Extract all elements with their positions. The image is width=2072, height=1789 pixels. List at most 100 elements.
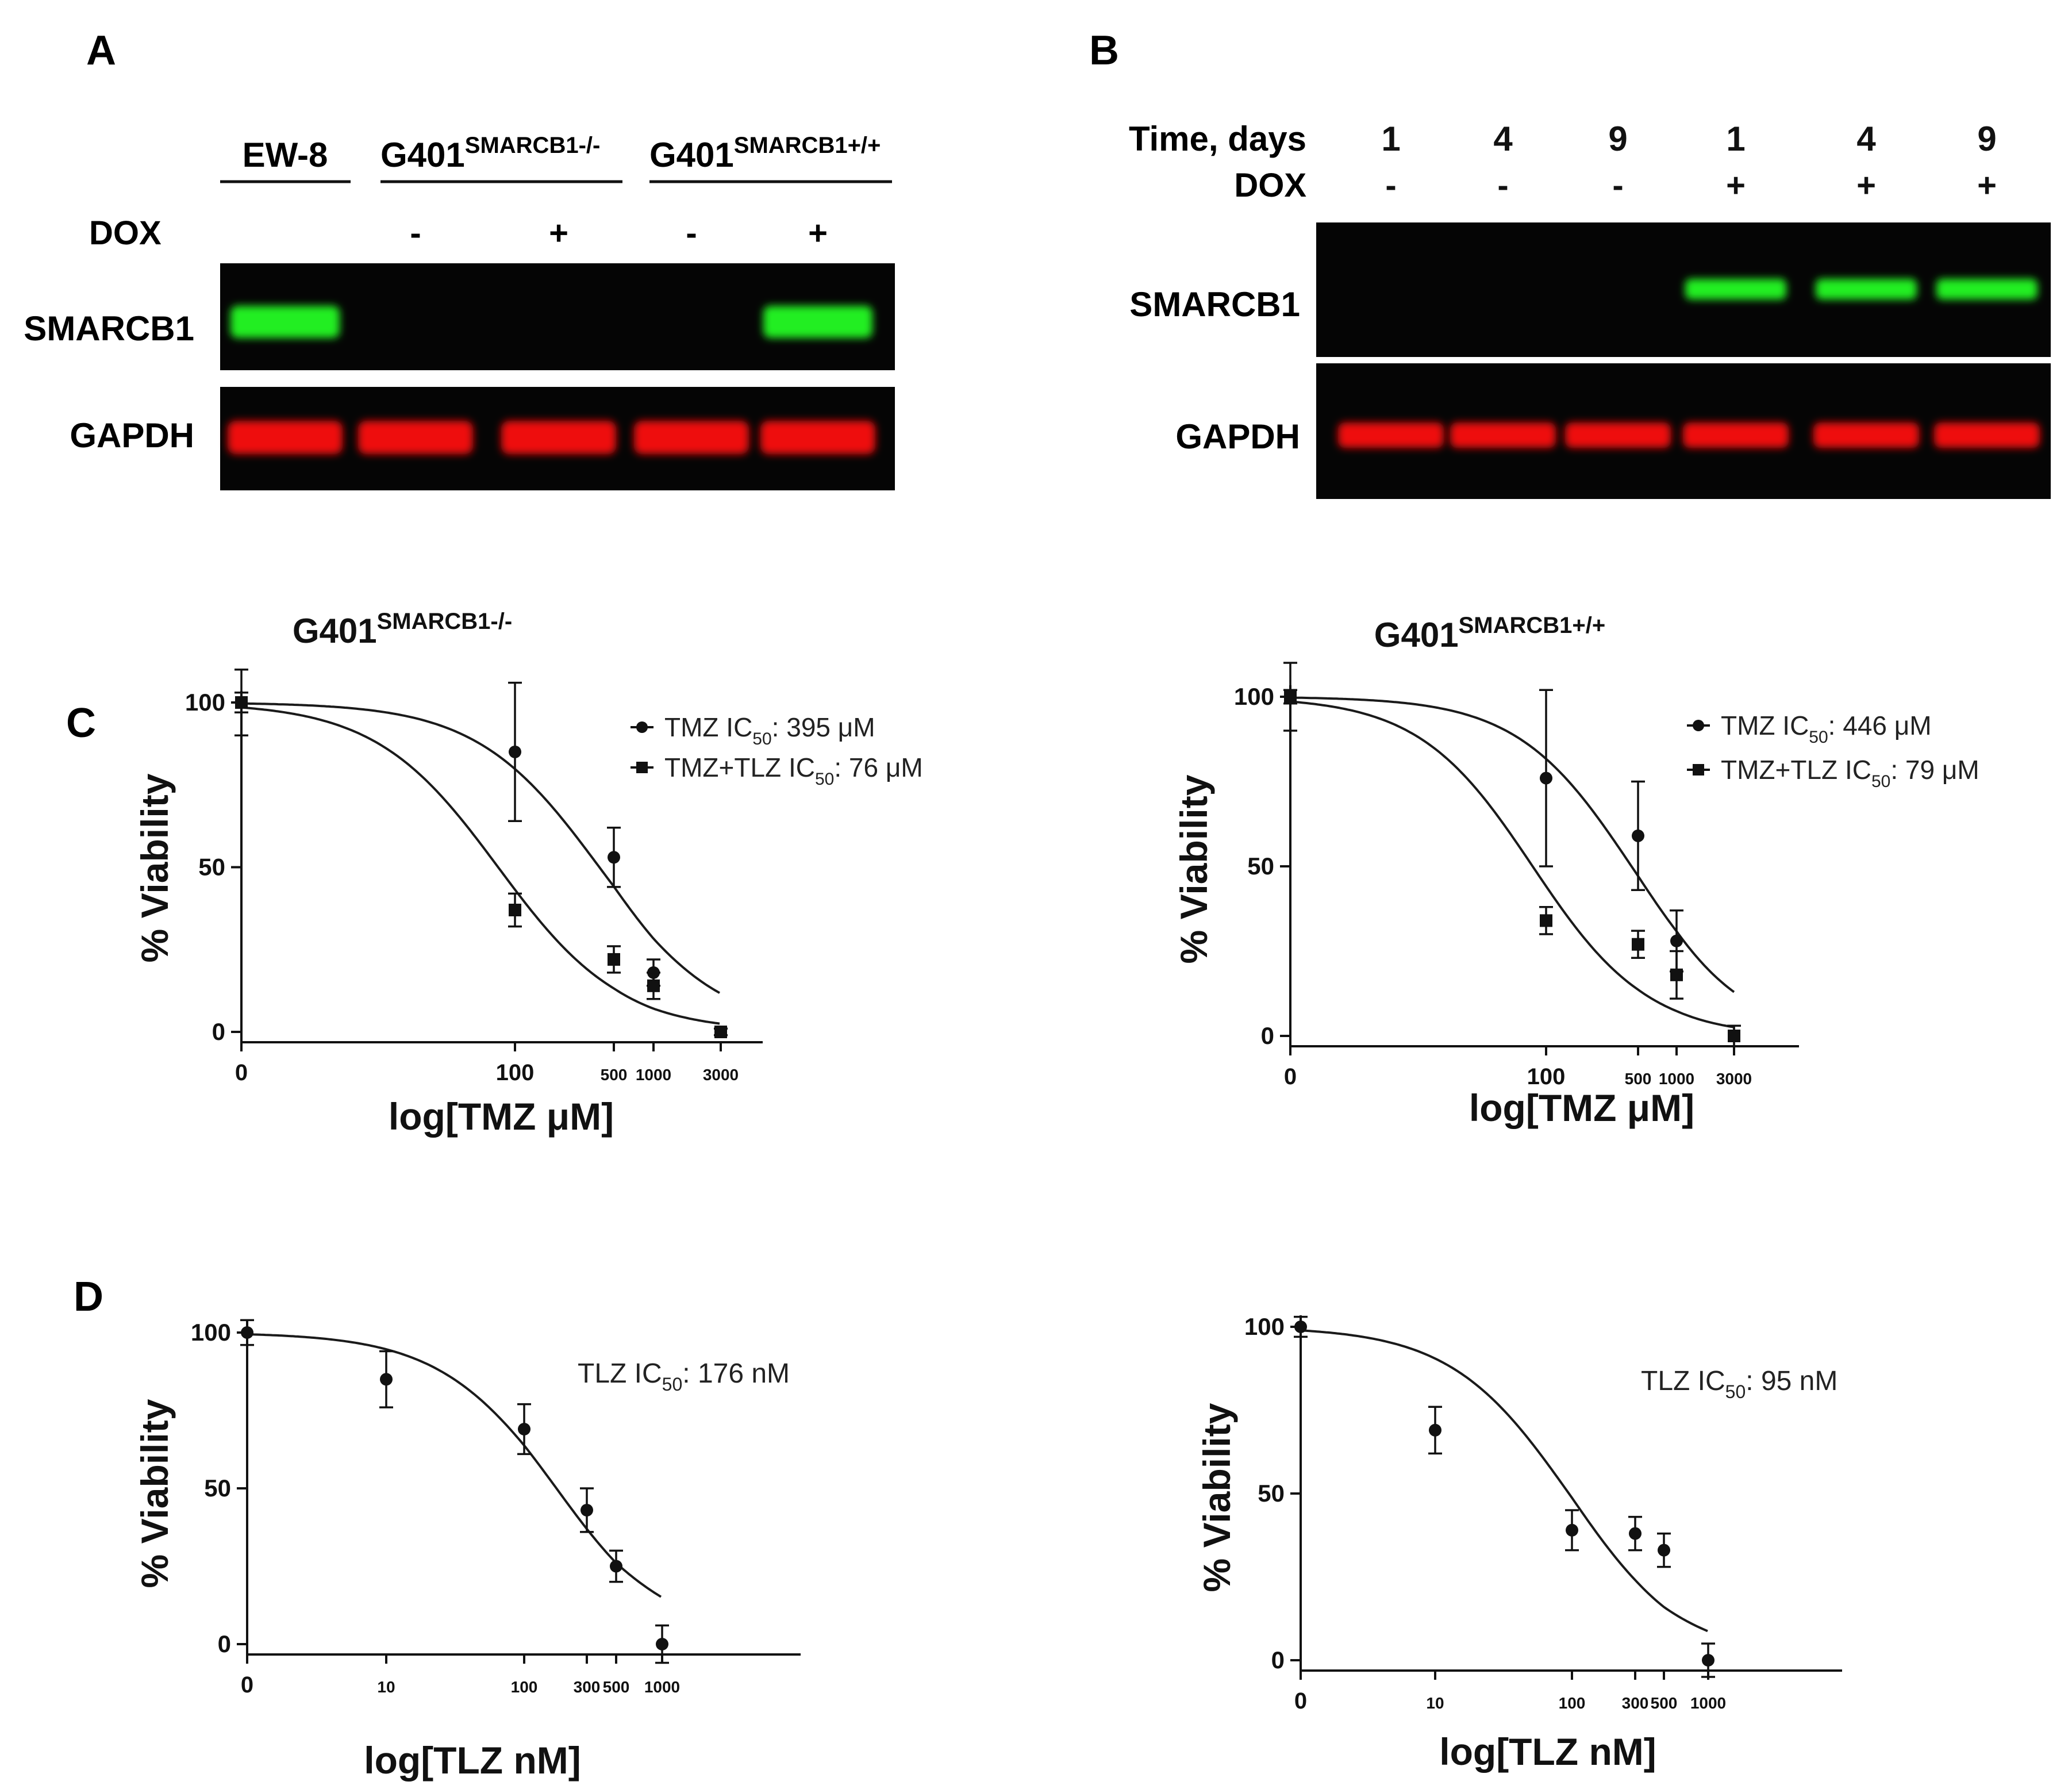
dox-value-b-1: - (1385, 167, 1396, 204)
x-tick-label-c-ko-2: 500 (601, 1066, 628, 1084)
point-circle-d-left-0-2 (518, 1423, 531, 1436)
point-circle-c-wt-0-3 (1670, 934, 1683, 947)
x-tick-label-c-wt-0: 0 (1284, 1064, 1297, 1089)
row-label-gapdh-b: GAPDH (1175, 417, 1300, 456)
y-tick-label-c-wt-1: 50 (1247, 853, 1274, 880)
band-gapdh-b-2 (1450, 423, 1556, 448)
blot-b-smarcb1 (1316, 222, 2051, 357)
chart-title-c-ko: G401SMARCB1-/- (293, 609, 512, 650)
time-value-b-5: 4 (1856, 120, 1876, 158)
chart-title-c-wt: G401SMARCB1+/+ (1374, 613, 1605, 654)
ic50-annotation-d-left: TLZ IC50: 176 nM (578, 1358, 790, 1395)
point-square-c-ko-1-3 (647, 979, 660, 992)
y-tick-label-d-left-1: 50 (204, 1475, 231, 1502)
legend-text-c-ko-1: TMZ+TLZ IC (664, 753, 815, 782)
blot-b-headers: 1 - 4 - 9 - 1 +4 +9 + (1381, 120, 1997, 204)
ic50-annotation-text-d-right: TLZ IC (1641, 1366, 1725, 1396)
chart-title-sup-c-ko: SMARCB1-/- (377, 609, 513, 634)
dox-value-b-6: + (1977, 167, 1997, 204)
ic50-annotation-subscript-d-right: 50 (1725, 1381, 1746, 1402)
panel-b: B Time, days DOX 1 - 4 - 9 - 1 +4 +9 + SMARCB1 GA… (1089, 28, 2051, 499)
legend-value-c-ko-0: : 395 μM (772, 712, 875, 742)
x-tick-label-c-wt-1: 100 (1527, 1064, 1566, 1089)
point-square-c-ko-1-2 (608, 953, 620, 966)
legend-label-c-ko-0: TMZ IC50: 395 μM (664, 712, 875, 748)
y-axis-label-d-right: % Viability (1195, 1403, 1238, 1592)
group-label-g401-wt-base: G401 (649, 136, 734, 174)
x-tick-label-c-ko-4: 3000 (703, 1066, 739, 1084)
point-square-c-ko-1-1 (509, 903, 521, 916)
dox-label-a: DOX (89, 214, 162, 252)
y-tick-label-c-wt-2: 100 (1234, 683, 1274, 710)
blot-b-bands (1338, 279, 2040, 448)
dox-value-b-2: - (1497, 167, 1508, 204)
legend-text-c-ko-0: TMZ IC (664, 712, 752, 742)
legend-marker-c-ko-0 (636, 721, 648, 733)
time-value-b-2: 4 (1493, 120, 1513, 158)
point-square-c-wt-1-3 (1670, 968, 1683, 981)
band-gapdh-b-1 (1338, 423, 1444, 448)
legend-subscript-c-wt-0: 50 (1809, 728, 1828, 747)
x-tick-label-c-ko-3: 1000 (636, 1066, 671, 1084)
x-axis-label-c-ko: log[TMZ μM] (389, 1095, 614, 1138)
band-smarcb1-a-1 (230, 306, 340, 338)
row-label-smarcb1-b: SMARCB1 (1129, 285, 1300, 324)
row-label-smarcb1-a: SMARCB1 (24, 309, 194, 348)
x-tick-label-c-wt-4: 3000 (1716, 1070, 1752, 1088)
y-tick-label-d-right-1: 50 (1258, 1480, 1285, 1507)
y-tick-label-c-ko-2: 100 (185, 689, 225, 716)
dox-value-a-2: + (549, 214, 568, 252)
x-tick-label-d-right-1: 10 (1426, 1694, 1444, 1712)
point-circle-d-right-0-2 (1566, 1523, 1578, 1537)
panel-a-letter: A (86, 28, 116, 74)
band-gapdh-b-6 (1934, 423, 2040, 448)
point-circle-d-left-0-1 (380, 1373, 393, 1386)
x-tick-label-d-left-1: 10 (377, 1678, 395, 1696)
x-tick-label-c-wt-3: 1000 (1659, 1070, 1694, 1088)
point-circle-d-right-0-3 (1629, 1527, 1642, 1540)
fit-curve-c-ko-0 (241, 702, 720, 994)
point-circle-d-right-0-1 (1429, 1423, 1441, 1437)
time-label-b: Time, days (1129, 120, 1306, 158)
dox-value-a-4: + (808, 214, 828, 252)
y-tick-label-d-right-2: 100 (1244, 1313, 1285, 1340)
x-tick-label-d-left-4: 500 (603, 1678, 630, 1696)
chart-title-base-c-ko: G401 (293, 612, 377, 650)
fit-curve-c-wt-1 (1290, 700, 1735, 1028)
band-smarcb1-b-6 (1936, 279, 2038, 300)
x-tick-label-c-wt-2: 500 (1625, 1070, 1652, 1088)
point-square-c-wt-1-2 (1632, 938, 1644, 951)
x-tick-label-d-left-5: 1000 (644, 1678, 680, 1696)
legend-label-c-wt-1: TMZ+TLZ IC50: 79 μM (1721, 755, 1979, 791)
legend-subscript-c-ko-0: 50 (752, 730, 771, 748)
point-square-c-wt-1-1 (1540, 914, 1552, 927)
fit-curve-d-right-0 (1300, 1329, 1708, 1633)
legend-value-c-ko-1: : 76 μM (834, 753, 922, 782)
x-tick-label-d-right-0: 0 (1294, 1688, 1307, 1714)
time-value-b-3: 9 (1608, 120, 1627, 158)
point-square-c-ko-1-4 (714, 1026, 727, 1038)
y-tick-label-d-right-0: 0 (1271, 1646, 1285, 1673)
legend-text-c-wt-1: TMZ+TLZ IC (1721, 755, 1871, 785)
point-circle-d-left-0-4 (610, 1560, 622, 1573)
ic50-annotation-text-d-left: TLZ IC (578, 1358, 662, 1389)
x-axis-label-c-wt: log[TMZ μM] (1469, 1087, 1694, 1129)
panel-c-letter: C (66, 700, 96, 746)
legend-subscript-c-ko-1: 50 (815, 770, 834, 789)
band-gapdh-b-3 (1565, 423, 1671, 448)
x-tick-label-d-left-0: 0 (241, 1672, 253, 1698)
legend-label-c-ko-1: TMZ+TLZ IC50: 76 μM (664, 753, 923, 789)
point-circle-d-right-0-5 (1702, 1654, 1715, 1667)
band-gapdh-a-1 (228, 421, 343, 454)
x-tick-label-c-ko-0: 0 (235, 1060, 248, 1085)
x-axis-label-d-left: log[TLZ nM] (364, 1739, 581, 1782)
band-gapdh-a-2 (358, 421, 473, 454)
dox-value-b-5: + (1856, 167, 1876, 204)
point-circle-d-right-0-0 (1294, 1320, 1307, 1333)
legend-value-c-wt-0: : 446 μM (1828, 711, 1932, 740)
